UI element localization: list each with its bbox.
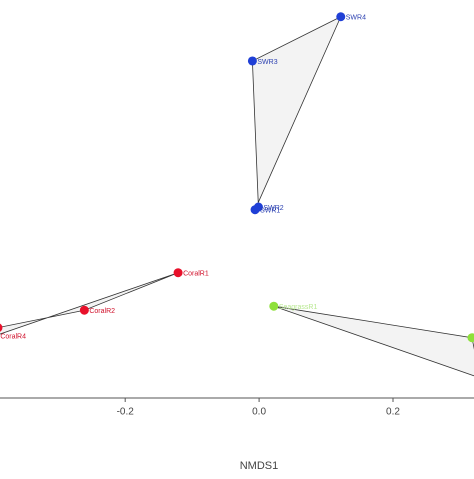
x-tick-label: 0.0 (252, 407, 266, 418)
point-label: SWR1 (260, 208, 280, 215)
x-axis-label: NMDS1 (240, 460, 279, 472)
point-label: CoralR4 (0, 334, 26, 341)
point (250, 205, 260, 215)
point (173, 268, 183, 278)
group-hull (0, 272, 179, 335)
point-label: CoralR2 (89, 308, 115, 315)
point (0, 323, 3, 332)
group-hull (273, 305, 474, 377)
point (269, 301, 279, 311)
point-label: SWR3 (257, 59, 277, 66)
point (467, 333, 474, 343)
point-label: SWR2 (263, 205, 283, 212)
x-tick-label: -0.2 (117, 407, 135, 418)
point-label: SeagrassR1 (279, 304, 318, 311)
x-tick-label: 0.2 (386, 407, 400, 418)
point-label: SWR4 (346, 15, 366, 22)
point (336, 12, 346, 22)
point-label: CoralR1 (183, 271, 209, 278)
point (79, 305, 89, 315)
point (247, 56, 257, 66)
group-hull (251, 15, 342, 211)
